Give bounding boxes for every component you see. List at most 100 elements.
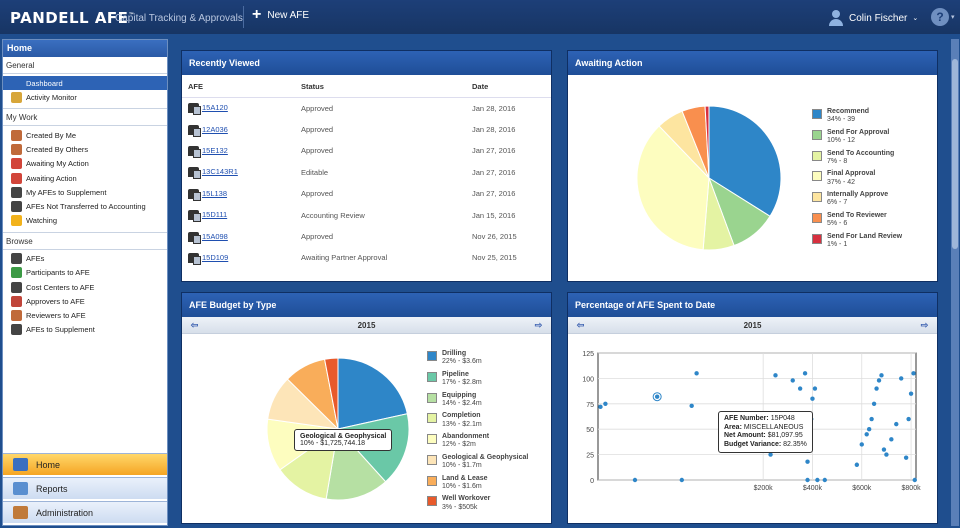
table-row[interactable]: 15L138 Approved Jan 27, 2016 [182, 183, 551, 204]
afe-link[interactable]: 15D111 [202, 210, 228, 220]
scatter-point[interactable] [810, 396, 815, 401]
sidebar-item-created-by-me[interactable]: Created By Me [3, 128, 167, 142]
legend-item[interactable]: Final Approval 37% - 42 [812, 170, 902, 187]
table-row[interactable]: 15A098 Approved Nov 26, 2015 [182, 226, 551, 247]
sidebar-item-reviewers-to-afe[interactable]: Reviewers to AFE [3, 308, 167, 322]
scatter-point[interactable] [869, 416, 874, 422]
sidebar-item-activity-monitor[interactable]: Activity Monitor [3, 90, 167, 104]
scatter-point[interactable] [603, 401, 608, 406]
scatter-point[interactable] [768, 452, 773, 457]
legend-item[interactable]: Completion 13% - $2.1m [427, 412, 528, 429]
table-row[interactable]: 12A036 Approved Jan 28, 2016 [182, 119, 551, 140]
legend-item[interactable]: Drilling 22% - $3.6m [427, 350, 528, 367]
scatter-point[interactable] [689, 403, 694, 409]
scatter-point[interactable] [632, 477, 638, 483]
scatter-point[interactable] [822, 477, 827, 483]
scatter-point[interactable] [899, 376, 904, 381]
scatter-point[interactable] [903, 455, 909, 460]
new-afe-button[interactable]: + New AFE [252, 6, 310, 23]
scatter-point[interactable] [874, 386, 879, 391]
legend-item[interactable]: Geological & Geophysical 10% - $1.7m [427, 454, 528, 471]
afe-link[interactable]: 15A098 [202, 231, 228, 241]
scatter-point[interactable] [876, 378, 882, 383]
scatter-point[interactable] [790, 378, 795, 383]
legend-item[interactable]: Pipeline 17% - $2.8m [427, 371, 528, 388]
scatter-point[interactable] [859, 442, 864, 447]
table-row[interactable]: 15D111 Accounting Review Jan 15, 2016 [182, 204, 551, 225]
scatter-point[interactable] [773, 373, 778, 378]
scatter-point[interactable] [805, 477, 810, 483]
previous-year-arrow-icon[interactable]: ⇦ [190, 320, 199, 330]
pie-slice-drilling[interactable] [337, 357, 408, 430]
scrollbar-thumb[interactable] [952, 59, 958, 249]
pie-slice-final-approval[interactable] [636, 125, 710, 251]
scatter-point[interactable] [802, 371, 808, 376]
scatter-point[interactable] [854, 462, 860, 467]
legend-item[interactable]: Internally Approve 6% - 7 [812, 191, 902, 208]
sidebar-item-watching[interactable]: Watching [3, 214, 167, 228]
previous-year-arrow-icon[interactable]: ⇦ [576, 320, 585, 330]
scatter-point[interactable] [894, 421, 899, 427]
scatter-point[interactable] [866, 427, 872, 432]
table-row[interactable]: 15E132 Approved Jan 27, 2016 [182, 140, 551, 161]
legend-item[interactable]: Abandonment 12% - $2m [427, 433, 528, 450]
scatter-point[interactable] [679, 477, 685, 483]
scatter-point[interactable] [881, 447, 887, 452]
scatter-point[interactable] [906, 416, 911, 422]
brand-logo[interactable]: PANDELL AFE™ [10, 9, 135, 27]
chevron-down-icon[interactable]: ▾ [951, 14, 955, 21]
afe-link[interactable]: 15E132 [202, 145, 228, 155]
sidebar-item-awaiting-my-action[interactable]: Awaiting My Action [3, 157, 167, 171]
sidebar-item-approvers-to-afe[interactable]: Approvers to AFE [3, 294, 167, 308]
nav-button-administration[interactable]: Administration [3, 501, 167, 523]
next-year-arrow-icon[interactable]: ⇨ [534, 320, 543, 330]
afe-link[interactable]: 13C143R1 [202, 167, 238, 177]
nav-button-reports[interactable]: Reports [3, 477, 167, 499]
legend-item[interactable]: Recommend 34% - 39 [812, 108, 902, 125]
scatter-point[interactable] [598, 404, 603, 410]
legend-item[interactable]: Well Workover 3% - $505k [427, 495, 528, 512]
afe-link[interactable]: 15L138 [202, 188, 228, 198]
scatter-point[interactable] [805, 459, 810, 464]
sidebar-item-afes[interactable]: AFEs [3, 252, 167, 266]
table-row[interactable]: 15A120 Approved Jan 28, 2016 [182, 98, 551, 119]
legend-item[interactable]: Equipping 14% - $2.4m [427, 392, 528, 409]
sidebar-item-created-by-others[interactable]: Created By Others [3, 143, 167, 157]
legend-item[interactable]: Send For Land Review 1% - 1 [812, 233, 902, 250]
table-row[interactable]: 15D109 Awaiting Partner Approval Nov 25, 2… [182, 247, 551, 268]
scatter-point[interactable] [908, 391, 914, 396]
scatter-point[interactable] [879, 373, 884, 378]
scatter-point[interactable] [912, 477, 917, 483]
afe-link[interactable]: 12A036 [202, 124, 228, 134]
scatter-point[interactable] [889, 437, 894, 442]
user-menu[interactable]: Colin Fischer ⌄ [828, 10, 918, 26]
legend-item[interactable]: Send For Approval 10% - 12 [812, 129, 902, 146]
scatter-point[interactable] [654, 394, 660, 399]
scatter-point[interactable] [871, 401, 877, 406]
sidebar-item-afes-not-transferred-to-accounting[interactable]: AFEs Not Transferred to Accounting [3, 199, 167, 213]
help-icon[interactable]: ? [931, 8, 949, 26]
afe-link[interactable]: 15A120 [202, 103, 228, 113]
sidebar-item-awaiting-action[interactable]: Awaiting Action [3, 171, 167, 185]
pie-slice-well-workover[interactable] [324, 357, 339, 430]
scatter-point[interactable] [694, 371, 699, 376]
scatter-point[interactable] [911, 371, 916, 376]
scatter-point[interactable] [797, 386, 803, 391]
next-year-arrow-icon[interactable]: ⇨ [920, 320, 929, 330]
scatter-point[interactable] [812, 386, 818, 391]
scatter-point[interactable] [815, 477, 820, 483]
sidebar-item-dashboard[interactable]: Dashboard [3, 76, 167, 91]
pie-slice-recommend[interactable] [708, 105, 782, 217]
legend-item[interactable]: Send To Reviewer 5% - 6 [812, 212, 902, 229]
page-scrollbar[interactable] [951, 39, 959, 526]
table-row[interactable]: 13C143R1 Editable Jan 27, 2016 [182, 162, 551, 183]
sidebar-item-afes-to-supplement[interactable]: AFEs to Supplement [3, 323, 167, 337]
pie-slice-send-for-land-review[interactable] [704, 105, 710, 179]
legend-item[interactable]: Send To Accounting 7% - 8 [812, 150, 902, 167]
scatter-point[interactable] [884, 452, 889, 457]
sidebar-item-my-afes-to-supplement[interactable]: My AFEs to Supplement [3, 185, 167, 199]
nav-button-home[interactable]: Home [3, 453, 167, 475]
legend-item[interactable]: Land & Lease 10% - $1.6m [427, 475, 528, 492]
sidebar-item-cost-centers-to-afe[interactable]: Cost Centers to AFE [3, 280, 167, 294]
afe-link[interactable]: 15D109 [202, 252, 229, 262]
